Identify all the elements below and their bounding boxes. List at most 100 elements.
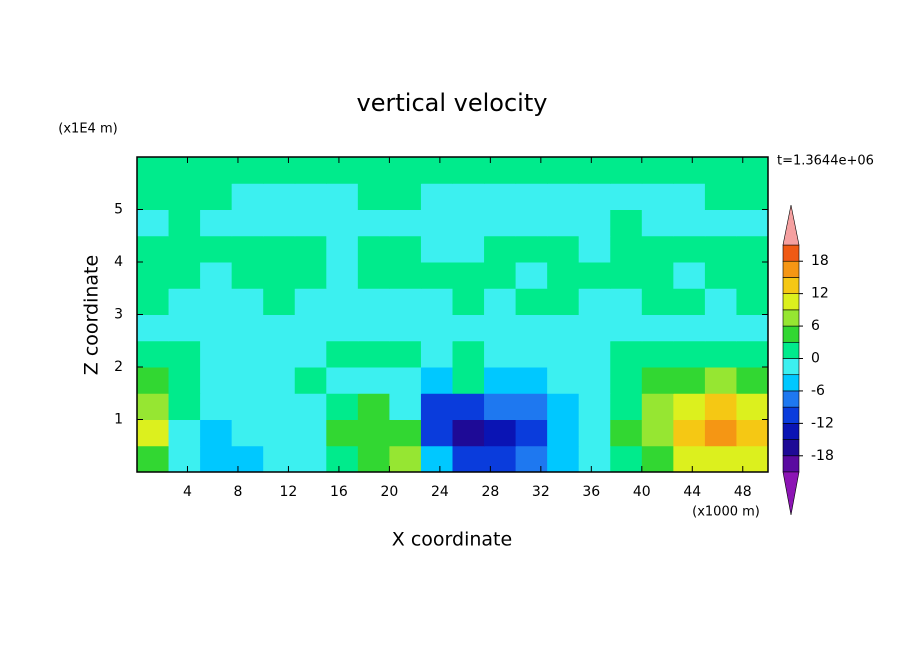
x-tick-label: 40 [633, 484, 651, 500]
contour-cell [389, 340, 422, 368]
contour-cell [357, 314, 390, 342]
contour-cell [736, 235, 769, 263]
contour-cell [326, 157, 359, 184]
contour-cell [736, 262, 769, 289]
contour-cell [736, 419, 769, 447]
contour-cell [357, 262, 390, 289]
contour-cell [294, 235, 327, 263]
colorbar-box [782, 244, 800, 262]
contour-cell [389, 262, 422, 289]
contour-cell [673, 419, 706, 447]
contour-cell [357, 367, 390, 394]
colorbar-box [782, 390, 800, 408]
contour-cell [484, 419, 517, 447]
contour-cell [420, 235, 453, 263]
colorbar-box [782, 309, 800, 327]
colorbar-box [782, 423, 800, 440]
contour-cell [294, 445, 327, 473]
contour-cell [231, 235, 264, 263]
y-tick-label: 1 [114, 412, 123, 428]
contour-cell [641, 340, 674, 368]
contour-cell [294, 340, 327, 368]
contour-cell [484, 314, 517, 342]
contour-cell [200, 262, 233, 289]
contour-cell [263, 419, 296, 447]
contour-cell [420, 419, 453, 447]
contour-cell [326, 209, 359, 237]
contour-cell [137, 445, 170, 473]
contour-cell [484, 262, 517, 289]
contour-cell [200, 183, 233, 210]
colorbar-tick-label: 0 [811, 351, 820, 367]
contour-cell [641, 157, 674, 184]
contour-cell [484, 445, 517, 473]
contour-cell [452, 419, 485, 447]
contour-cell [547, 288, 580, 315]
contour-cell [263, 340, 296, 368]
x-tick-label: 28 [481, 484, 499, 500]
contour-cell [610, 393, 643, 420]
contour-cell [515, 209, 548, 237]
contour-cell [294, 183, 327, 210]
contour-cell [231, 209, 264, 237]
contour-cell [736, 393, 769, 420]
contour-cell [137, 235, 170, 263]
colorbar-box [782, 341, 800, 359]
contour-cell [704, 419, 737, 447]
x-tick-label: 8 [233, 484, 242, 500]
contour-cell [263, 183, 296, 210]
contour-cell [736, 183, 769, 210]
colorbar-box [782, 455, 800, 473]
contour-cell [200, 314, 233, 342]
contour-cell [452, 183, 485, 210]
x-tick-label: 12 [280, 484, 298, 500]
contour-cell [547, 393, 580, 420]
x-unit: (x1000 m) [692, 505, 760, 520]
colorbar-box [782, 374, 800, 392]
contour-cell [326, 367, 359, 394]
x-axis-label: X coordinate [392, 529, 512, 551]
contour-cell [420, 183, 453, 210]
contour-cell [578, 393, 611, 420]
contour-cell [578, 209, 611, 237]
contour-cell [673, 314, 706, 342]
contour-cell [610, 157, 643, 184]
contour-cell [547, 209, 580, 237]
x-tick-label: 20 [380, 484, 398, 500]
contour-cell [610, 340, 643, 368]
contour-cell [673, 183, 706, 210]
contour-cell [357, 235, 390, 263]
contour-cell [389, 235, 422, 263]
contour-cell [452, 393, 485, 420]
contour-cell [704, 209, 737, 237]
contour-cell [736, 288, 769, 315]
contour-cell [168, 367, 201, 394]
colorbar-tick-label: -18 [811, 448, 834, 464]
contour-cell [547, 235, 580, 263]
contour-cell [704, 314, 737, 342]
contour-cell [420, 393, 453, 420]
contour-cell [137, 314, 170, 342]
contour-cell [357, 445, 390, 473]
contour-cell [263, 367, 296, 394]
contour-cell [610, 209, 643, 237]
contour-cell [357, 288, 390, 315]
contour-cell [641, 445, 674, 473]
x-tick-label: 4 [183, 484, 192, 500]
contour-cell [231, 393, 264, 420]
contour-cell [578, 419, 611, 447]
contour-cell [736, 340, 769, 368]
colorbar-box [782, 293, 800, 311]
contour-cell [515, 288, 548, 315]
y-tick-label: 5 [114, 202, 123, 218]
contour-cell [168, 419, 201, 447]
contour-cell [452, 314, 485, 342]
contour-cell [168, 314, 201, 342]
contour-cell [736, 314, 769, 342]
contour-cell [294, 314, 327, 342]
contour-cell [137, 419, 170, 447]
y-tick-label: 2 [114, 359, 123, 375]
contour-cell [200, 235, 233, 263]
contour-cell [420, 367, 453, 394]
contour-cell [389, 419, 422, 447]
